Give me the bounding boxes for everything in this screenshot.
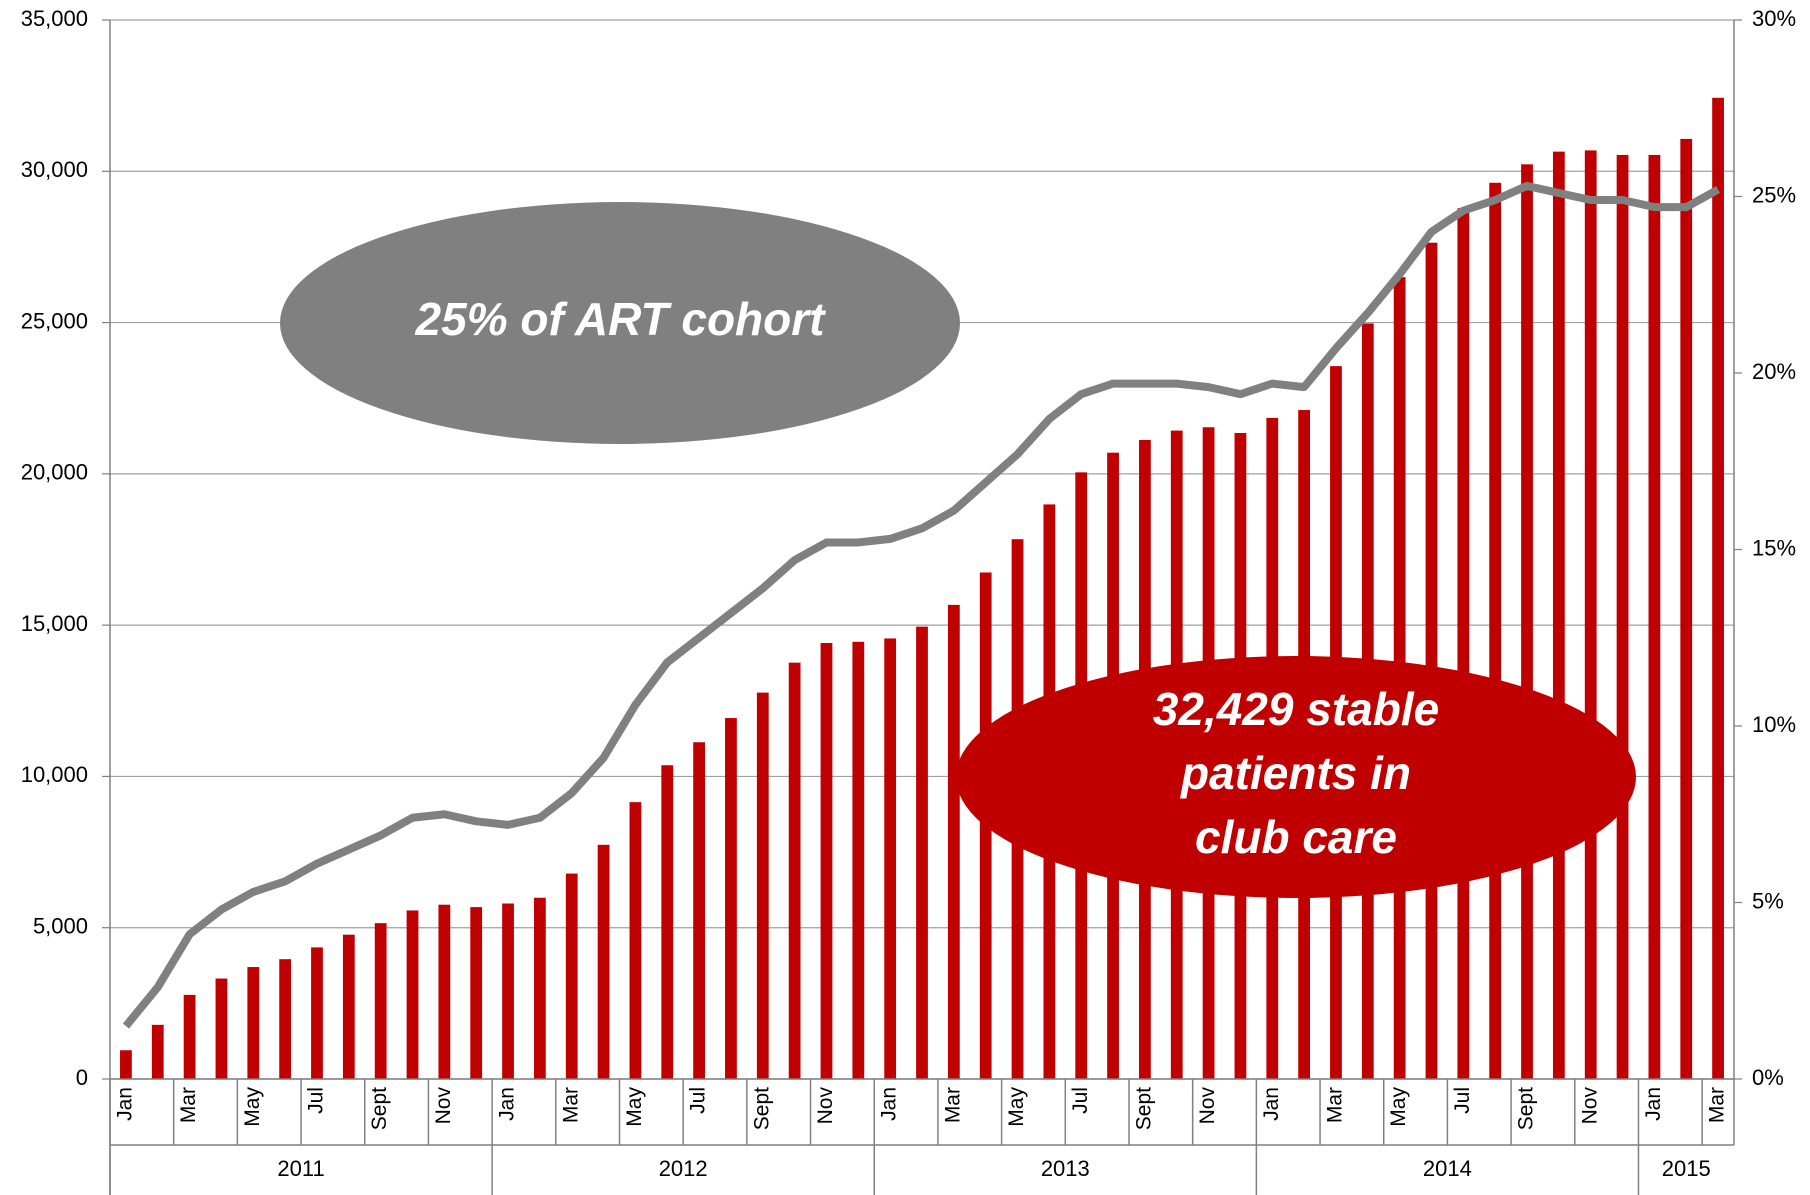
x-tick-label: Jan <box>878 1087 901 1121</box>
x-tick-label: Mar <box>559 1087 582 1123</box>
x-tick-label: May <box>623 1087 646 1127</box>
bar <box>725 718 737 1079</box>
x-tick-label: Sept <box>750 1087 773 1130</box>
bar <box>693 742 705 1079</box>
bar <box>311 947 323 1079</box>
bar <box>120 1050 132 1079</box>
bar <box>947 604 960 1079</box>
x-tick-label: Mar <box>1706 1087 1729 1123</box>
bar <box>470 907 483 1079</box>
y2-tick-label: 15% <box>1752 535 1796 560</box>
x-tick-label: Jul <box>1069 1087 1092 1114</box>
x-tick-label: Mar <box>941 1087 964 1123</box>
x-tick-label: Mar <box>177 1087 200 1123</box>
bar <box>151 1024 164 1079</box>
y2-tick-label: 10% <box>1752 712 1796 737</box>
bar <box>597 844 610 1079</box>
x-group-label: 2014 <box>1423 1156 1472 1181</box>
y-tick-label: 0 <box>76 1065 88 1090</box>
y-tick-label: 15,000 <box>21 611 88 636</box>
bar <box>279 959 292 1079</box>
y2-tick-label: 20% <box>1752 359 1796 384</box>
bar <box>1648 154 1661 1080</box>
bar <box>533 897 546 1079</box>
annotation-text: club care <box>1195 811 1397 863</box>
x-group-label: 2015 <box>1662 1156 1711 1181</box>
y2-tick-label: 25% <box>1752 182 1796 207</box>
x-tick-label: Sept <box>368 1087 391 1130</box>
bar <box>374 923 387 1079</box>
x-tick-label: Jan <box>496 1087 519 1121</box>
bar <box>756 692 769 1079</box>
x-tick-label: Jan <box>113 1087 136 1121</box>
bar <box>215 978 228 1079</box>
bar <box>1616 154 1629 1080</box>
x-tick-label: Sept <box>1132 1087 1155 1130</box>
annotation-text: 32,429 stable <box>1153 683 1439 735</box>
y-tick-label: 20,000 <box>21 460 88 485</box>
y-tick-label: 30,000 <box>21 157 88 182</box>
y2-tick-label: 5% <box>1752 888 1784 913</box>
x-tick-label: Sept <box>1515 1087 1538 1130</box>
bar <box>788 662 801 1079</box>
bar <box>820 642 833 1079</box>
bar <box>406 910 419 1079</box>
bar <box>1457 208 1470 1079</box>
bar <box>661 765 674 1079</box>
x-tick-label: May <box>241 1087 264 1127</box>
y-tick-label: 25,000 <box>21 308 88 333</box>
line <box>122 181 1721 1029</box>
x-group-label: 2012 <box>659 1156 708 1181</box>
bar <box>1712 97 1724 1079</box>
bar <box>502 903 514 1079</box>
bar <box>1425 242 1438 1079</box>
x-tick-label: May <box>1387 1087 1410 1127</box>
annotation-bubble <box>280 202 960 444</box>
bar <box>438 904 451 1079</box>
y-tick-label: 10,000 <box>21 762 88 787</box>
x-tick-label: Jan <box>1260 1087 1283 1121</box>
x-tick-label: Mar <box>1324 1087 1347 1123</box>
bar <box>1680 138 1693 1079</box>
x-tick-label: Jul <box>687 1087 710 1114</box>
y-tick-label: 35,000 <box>21 6 88 31</box>
bar <box>1584 150 1597 1080</box>
x-group-label: 2013 <box>1041 1156 1090 1181</box>
x-tick-label: Nov <box>1196 1087 1219 1125</box>
y2-tick-label: 30% <box>1752 6 1796 31</box>
y-tick-label: 5,000 <box>33 914 88 939</box>
annotation-bubble <box>956 656 1636 898</box>
y2-tick-label: 0% <box>1752 1065 1784 1090</box>
bar <box>884 638 897 1079</box>
x-tick-label: Jul <box>305 1087 328 1114</box>
x-tick-label: Jul <box>1451 1087 1474 1114</box>
bar <box>1552 151 1565 1079</box>
bar <box>916 626 928 1079</box>
x-tick-label: Nov <box>432 1087 455 1125</box>
x-group-label: 2011 <box>277 1156 324 1181</box>
bar <box>565 873 578 1079</box>
bar <box>247 967 260 1079</box>
bar <box>1521 164 1533 1080</box>
bar <box>852 641 865 1079</box>
bar <box>1489 182 1502 1079</box>
annotation-text: patients in <box>1179 747 1411 799</box>
x-tick-label: Nov <box>814 1087 837 1125</box>
x-tick-label: Jan <box>1642 1087 1665 1121</box>
bar <box>629 802 642 1079</box>
x-tick-label: May <box>1005 1087 1028 1127</box>
bar <box>183 994 196 1079</box>
annotation-text: 25% of ART cohort <box>415 293 827 345</box>
bar <box>342 934 355 1079</box>
x-tick-label: Nov <box>1578 1087 1601 1125</box>
